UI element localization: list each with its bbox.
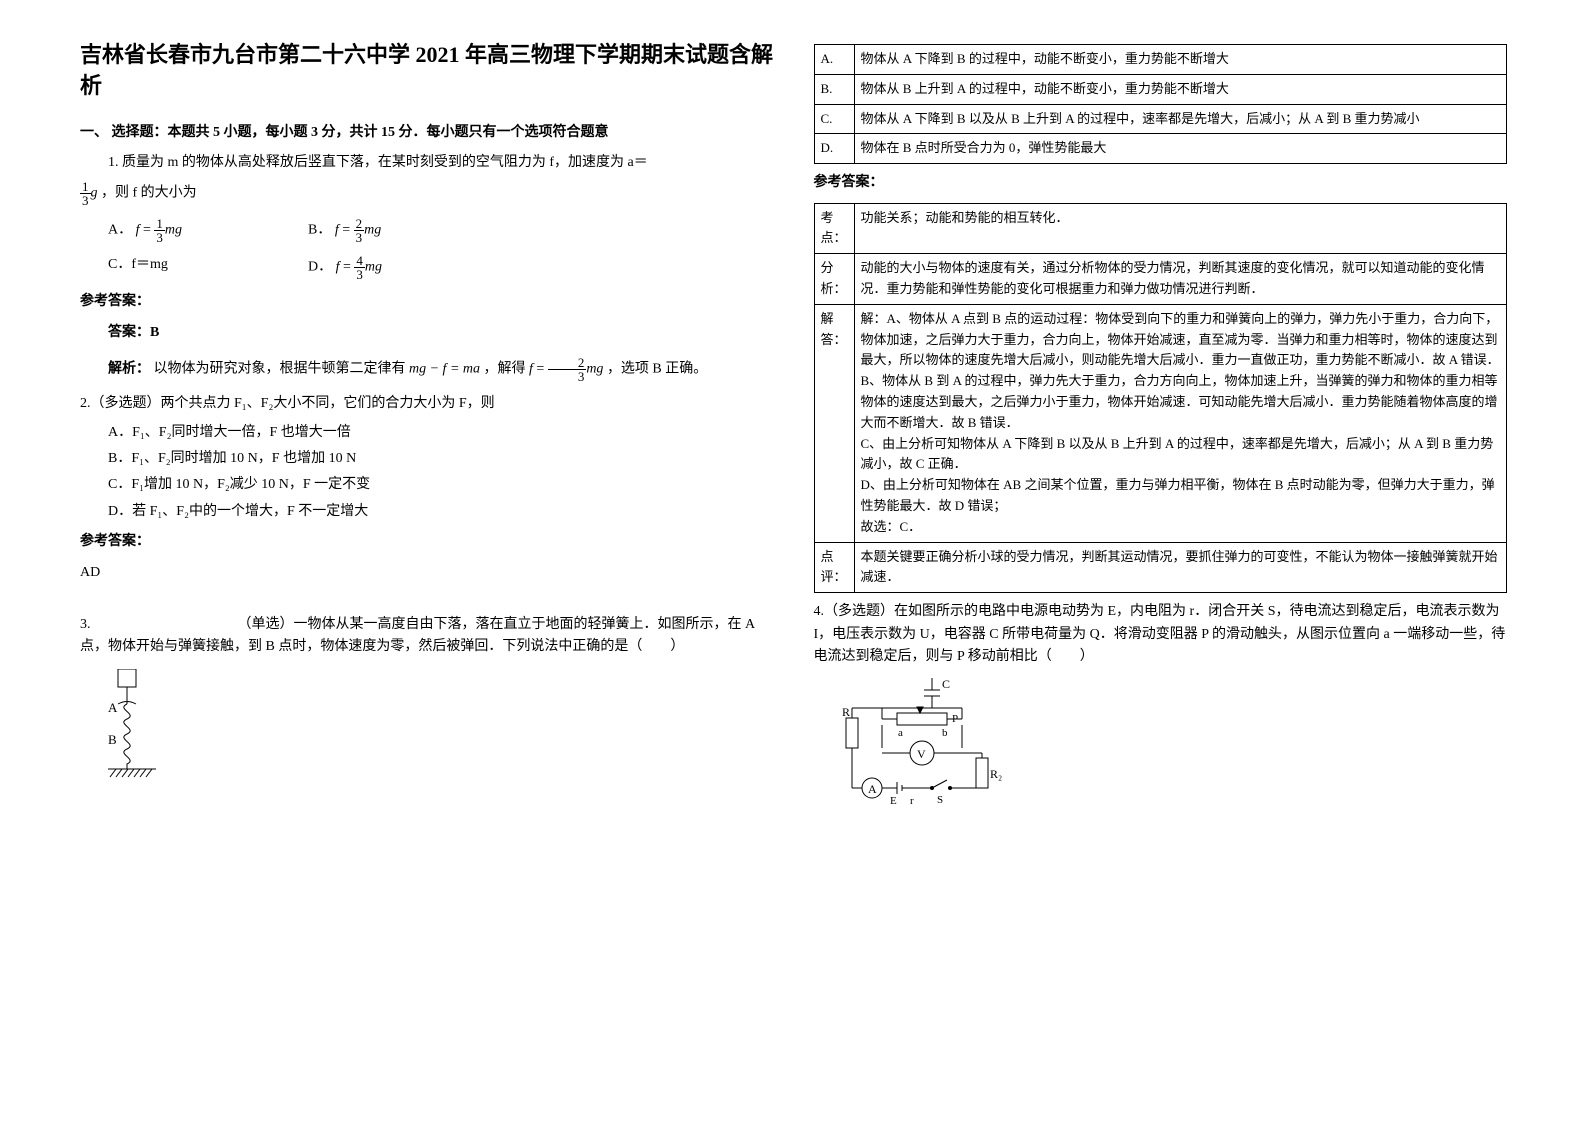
page-title: 吉林省长春市九台市第二十六中学 2021 年高三物理下学期期末试题含解析	[80, 40, 774, 102]
cell-kaodian-label: 考点：	[814, 203, 854, 254]
q3-stem-text: （单选）一物体从某一高度自由下落，落在直立于地面的轻弹簧上．如图所示，在 A 点…	[80, 617, 754, 654]
q2-opt-c: C．F₁增加 10 N，F₂减少 10 N，F 一定不变	[108, 474, 774, 496]
table-row: B. 物体从 B 上升到 A 的过程中，动能不断变小，重力势能不断增大	[814, 74, 1507, 104]
q1-opt-d: D． f = 43mg	[308, 254, 508, 281]
cell-c: 物体从 A 下降到 B 以及从 B 上升到 A 的过程中，速率都是先增大，后减小…	[854, 104, 1507, 134]
svg-text:R₁: R₁	[842, 705, 854, 719]
q3-stem-row: 3. （单选）一物体从某一高度自由下落，落在直立于地面的轻弹簧上．如图所示，在 …	[80, 614, 774, 659]
cell-d-label: D.	[814, 134, 854, 164]
cell-a-label: A.	[814, 45, 854, 75]
circuit-svg: C P a b R₁ V	[842, 678, 1002, 808]
cell-b: 物体从 B 上升到 A 的过程中，动能不断变小，重力势能不断增大	[854, 74, 1507, 104]
circuit-diagram: C P a b R₁ V	[842, 678, 1508, 816]
svg-text:V: V	[917, 747, 926, 761]
cell-fenxi-label: 分析：	[814, 254, 854, 305]
q4-stem: 4.（多选题）在如图所示的电路中电源电动势为 E，内电阻为 r．闭合开关 S，待…	[814, 601, 1508, 668]
expl-text-1: 以物体为研究对象，根据牛顿第二定律有	[154, 362, 406, 377]
svg-text:A: A	[108, 700, 118, 715]
cell-jieda-label: 解答：	[814, 304, 854, 542]
opt-a-label: A．	[108, 223, 132, 238]
q1-options: A． f = 13mg B． f = 23mg C．f＝mg D． f = 43…	[108, 217, 774, 281]
svg-text:E: E	[890, 795, 897, 807]
q1-stem-line2: 13g ，则 f 的大小为	[80, 180, 774, 207]
cell-jieda: 解：A、物体从 A 点到 B 点的运动过程：物体受到向下的重力和弹簧向上的弹力，…	[854, 304, 1507, 542]
q2-opt-b: B．F₁、F₂同时增加 10 N，F 也增加 10 N	[108, 448, 774, 470]
cell-dianping: 本题关键要正确分析小球的受力情况，判断其运动情况，要抓住弹力的可变性，不能认为物…	[854, 542, 1507, 593]
q1-answer: 答案：B	[108, 322, 774, 344]
table-row: A. 物体从 A 下降到 B 的过程中，动能不断变小，重力势能不断增大	[814, 45, 1507, 75]
svg-text:C: C	[942, 678, 950, 691]
opt-b-label: B．	[308, 223, 331, 238]
q1-answer-label: 参考答案：	[80, 291, 774, 313]
fraction-1-3: 13	[80, 180, 91, 207]
q1-stem-text-2: ，则 f 的大小为	[101, 186, 197, 201]
table-row: 分析： 动能的大小与物体的速度有关，通过分析物体的受力情况，判断其速度的变化情况…	[814, 254, 1507, 305]
svg-text:S: S	[937, 794, 943, 806]
q1-explanation: 解析： 以物体为研究对象，根据牛顿第二定律有 mg − f = ma ，解得 f…	[80, 356, 774, 383]
table-row: D. 物体在 B 点时所受合力为 0，弹性势能最大	[814, 134, 1507, 164]
q1-stem-text-1: 1. 质量为 m 的物体从高处释放后竖直下落，在某时刻受到的空气阻力为 f，加速…	[108, 155, 648, 170]
expl-text-2: ，解得	[484, 362, 526, 377]
table-row: 点评： 本题关键要正确分析小球的受力情况，判断其运动情况，要抓住弹力的可变性，不…	[814, 542, 1507, 593]
q3-answer-label: 参考答案：	[814, 172, 1508, 194]
q2-stem: 2.（多选题）两个共点力 F₁、F₂大小不同，它们的合力大小为 F，则	[80, 393, 774, 415]
q2-opt-a: A．F₁、F₂同时增大一倍，F 也增大一倍	[108, 422, 774, 444]
cell-c-label: C.	[814, 104, 854, 134]
svg-text:r: r	[910, 795, 914, 807]
spring-diagram: A B	[108, 669, 774, 797]
q3-options-table: A. 物体从 A 下降到 B 的过程中，动能不断变小，重力势能不断增大 B. 物…	[814, 44, 1508, 164]
table-row: 考点： 功能关系；动能和势能的相互转化．	[814, 203, 1507, 254]
q1-opt-a: A． f = 13mg	[108, 217, 308, 244]
expl-label: 解析：	[108, 362, 150, 377]
opt-d-label: D．	[308, 260, 332, 275]
svg-text:b: b	[942, 727, 948, 739]
section-header: 一、 选择题：本题共 5 小题，每小题 3 分，共计 15 分．每小题只有一个选…	[80, 122, 774, 144]
cell-b-label: B.	[814, 74, 854, 104]
svg-text:P: P	[952, 713, 958, 725]
q1-opt-c: C．f＝mg	[108, 254, 308, 281]
cell-dianping-label: 点评：	[814, 542, 854, 593]
q2-answer: AD	[80, 562, 774, 584]
q3-number: 3.	[80, 617, 91, 632]
q3-analysis-table: 考点： 功能关系；动能和势能的相互转化． 分析： 动能的大小与物体的速度有关，通…	[814, 203, 1508, 594]
cell-a: 物体从 A 下降到 B 的过程中，动能不断变小，重力势能不断增大	[854, 45, 1507, 75]
table-row: 解答： 解：A、物体从 A 点到 B 点的运动过程：物体受到向下的重力和弹簧向上…	[814, 304, 1507, 542]
svg-text:R₂: R₂	[990, 767, 1002, 781]
svg-text:B: B	[108, 732, 117, 747]
svg-text:A: A	[868, 782, 877, 796]
expl-text-3: ，选项 B 正确。	[607, 362, 707, 377]
q1-stem: 1. 质量为 m 的物体从高处释放后竖直下落，在某时刻受到的空气阻力为 f，加速…	[80, 152, 774, 174]
q2-opt-d: D．若 F₁、F₂中的一个增大，F 不一定增大	[108, 501, 774, 523]
cell-kaodian: 功能关系；动能和势能的相互转化．	[854, 203, 1507, 254]
cell-d: 物体在 B 点时所受合力为 0，弹性势能最大	[854, 134, 1507, 164]
q2-answer-label: 参考答案：	[80, 531, 774, 553]
spring-svg: A B	[108, 669, 178, 789]
svg-text:a: a	[898, 727, 903, 739]
cell-fenxi: 动能的大小与物体的速度有关，通过分析物体的受力情况，判断其速度的变化情况，就可以…	[854, 254, 1507, 305]
table-row: C. 物体从 A 下降到 B 以及从 B 上升到 A 的过程中，速率都是先增大，…	[814, 104, 1507, 134]
q1-opt-b: B． f = 23mg	[308, 217, 508, 244]
